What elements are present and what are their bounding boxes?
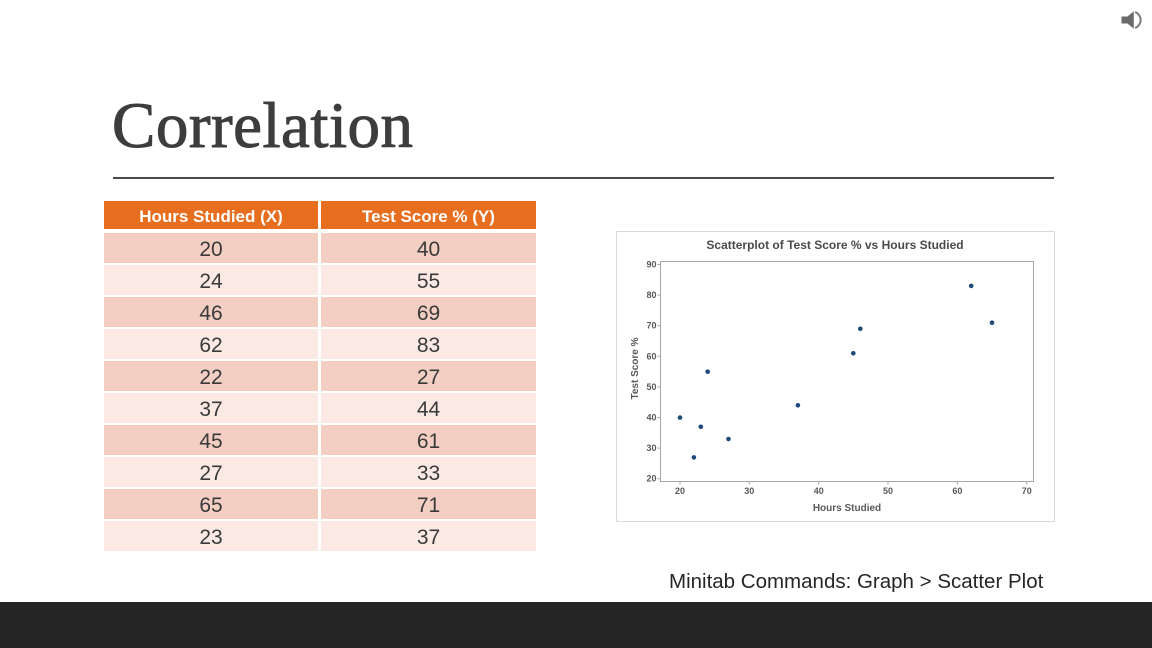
- svg-text:Scatterplot of Test Score % vs: Scatterplot of Test Score % vs Hours Stu…: [706, 238, 963, 252]
- svg-text:50: 50: [883, 486, 893, 496]
- svg-text:80: 80: [646, 290, 656, 300]
- svg-text:30: 30: [744, 486, 754, 496]
- svg-text:40: 40: [814, 486, 824, 496]
- svg-text:20: 20: [675, 486, 685, 496]
- svg-text:70: 70: [1022, 486, 1032, 496]
- svg-text:Hours Studied: Hours Studied: [813, 503, 881, 514]
- svg-text:60: 60: [646, 351, 656, 361]
- svg-text:30: 30: [646, 443, 656, 453]
- svg-text:20: 20: [646, 474, 656, 484]
- svg-text:Test Score %: Test Score %: [630, 337, 641, 399]
- svg-text:90: 90: [646, 260, 656, 270]
- svg-text:40: 40: [646, 413, 656, 423]
- svg-text:60: 60: [952, 486, 962, 496]
- svg-text:50: 50: [646, 382, 656, 392]
- svg-text:70: 70: [646, 321, 656, 331]
